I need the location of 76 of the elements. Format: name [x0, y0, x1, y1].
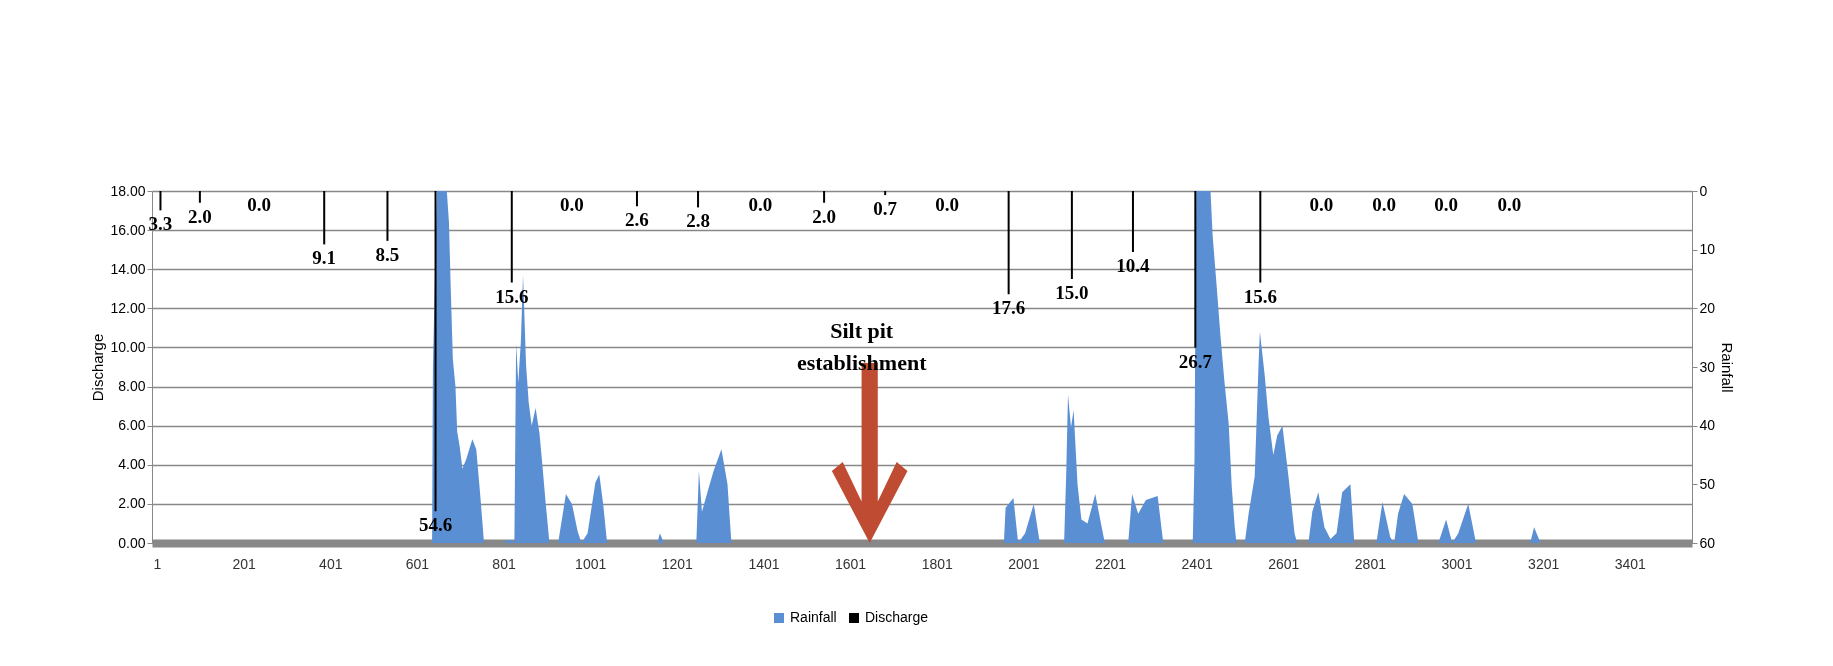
data-label: 17.6 [992, 297, 1026, 319]
y2-tick-label: 40 [1699, 417, 1716, 434]
data-label: 0.0 [1309, 194, 1334, 215]
y-axis-title: Discharge [89, 333, 107, 402]
bar [635, 191, 638, 207]
data-label: 10.4 [1116, 255, 1151, 277]
x-tick-label: 801 [492, 555, 516, 572]
x-tick-label: 1201 [661, 555, 694, 572]
y-tick-label: 0.00 [118, 534, 146, 551]
x-tick-label: 3201 [1528, 555, 1560, 572]
bar [884, 191, 887, 196]
data-label: 0.0 [1497, 194, 1522, 215]
data-label: 0.0 [247, 194, 272, 215]
data-label: 0.0 [935, 194, 959, 215]
legend-label: Rainfall [790, 609, 837, 625]
y-tick-label: 10.00 [110, 338, 146, 355]
data-label: 0.0 [560, 194, 584, 215]
bar [1259, 191, 1262, 283]
y2-axis-title: Rainfall [1719, 342, 1737, 393]
data-label: 15.6 [495, 285, 529, 307]
y2-tick-label: 20 [1699, 299, 1716, 316]
data-label: 0.0 [1434, 194, 1459, 215]
bar [1007, 191, 1010, 295]
bar [434, 191, 437, 512]
bar [1070, 191, 1073, 279]
x-tick-label: 2001 [1008, 555, 1040, 572]
bar [697, 191, 700, 208]
y-tick-label: 4.00 [118, 456, 146, 473]
x-tick-label: 1 [153, 555, 162, 572]
y2-tick-label: 60 [1699, 534, 1716, 551]
x-tick-label: 601 [405, 555, 430, 572]
data-label: 2.0 [188, 205, 212, 227]
data-label: 9.1 [312, 247, 337, 269]
data-label: 15.0 [1055, 282, 1089, 303]
annotation: Silt pit establishment [796, 318, 928, 375]
x-tick-label: 1801 [921, 555, 954, 572]
x-tick-label: 3401 [1614, 555, 1647, 572]
x-tick-label: 201 [232, 555, 257, 572]
data-label: 2.8 [686, 210, 710, 232]
x-tick-label: 1601 [835, 555, 867, 572]
data-label: 8.5 [375, 243, 400, 265]
x-tick-label: 1001 [575, 555, 607, 572]
x-tick-label: 401 [319, 555, 343, 572]
y-tick-label: 12.00 [110, 299, 146, 316]
x-tick-label: 2201 [1094, 555, 1127, 572]
x-tick-label: 2801 [1354, 555, 1387, 572]
data-label: 2.6 [625, 209, 649, 231]
x-tick-label: 1401 [748, 555, 780, 572]
bar [823, 191, 826, 203]
bar [1131, 191, 1134, 253]
data-label: 3.3 [148, 213, 173, 235]
x-tick-label: 2401 [1181, 555, 1213, 572]
y-tick-label: 18.00 [110, 182, 146, 199]
data-label: 2.0 [812, 205, 836, 227]
bar [1194, 191, 1197, 348]
y-tick-label: 8.00 [118, 378, 146, 395]
data-label: 0.0 [1372, 194, 1397, 215]
y-tick-label: 14.00 [110, 260, 146, 277]
data-label: 15.6 [1243, 285, 1277, 307]
x-tick-label: 2601 [1268, 555, 1300, 572]
y2-tick-label: 10 [1699, 241, 1716, 258]
y2-tick-label: 0 [1699, 182, 1708, 199]
y-tick-label: 16.00 [110, 221, 146, 238]
y-tick-label: 2.00 [118, 495, 146, 512]
bar [198, 191, 201, 203]
x-tick-label: 3001 [1441, 555, 1473, 572]
bar [159, 191, 162, 211]
y2-tick-label: 30 [1699, 358, 1716, 375]
data-label: 0.7 [873, 198, 898, 220]
y2-tick-label: 50 [1699, 475, 1716, 492]
data-label: 0.0 [748, 194, 773, 215]
bar [386, 191, 389, 241]
y-tick-label: 6.00 [118, 417, 146, 434]
bar [323, 191, 326, 245]
bar [510, 191, 513, 283]
legend-label: Discharge [865, 609, 929, 625]
